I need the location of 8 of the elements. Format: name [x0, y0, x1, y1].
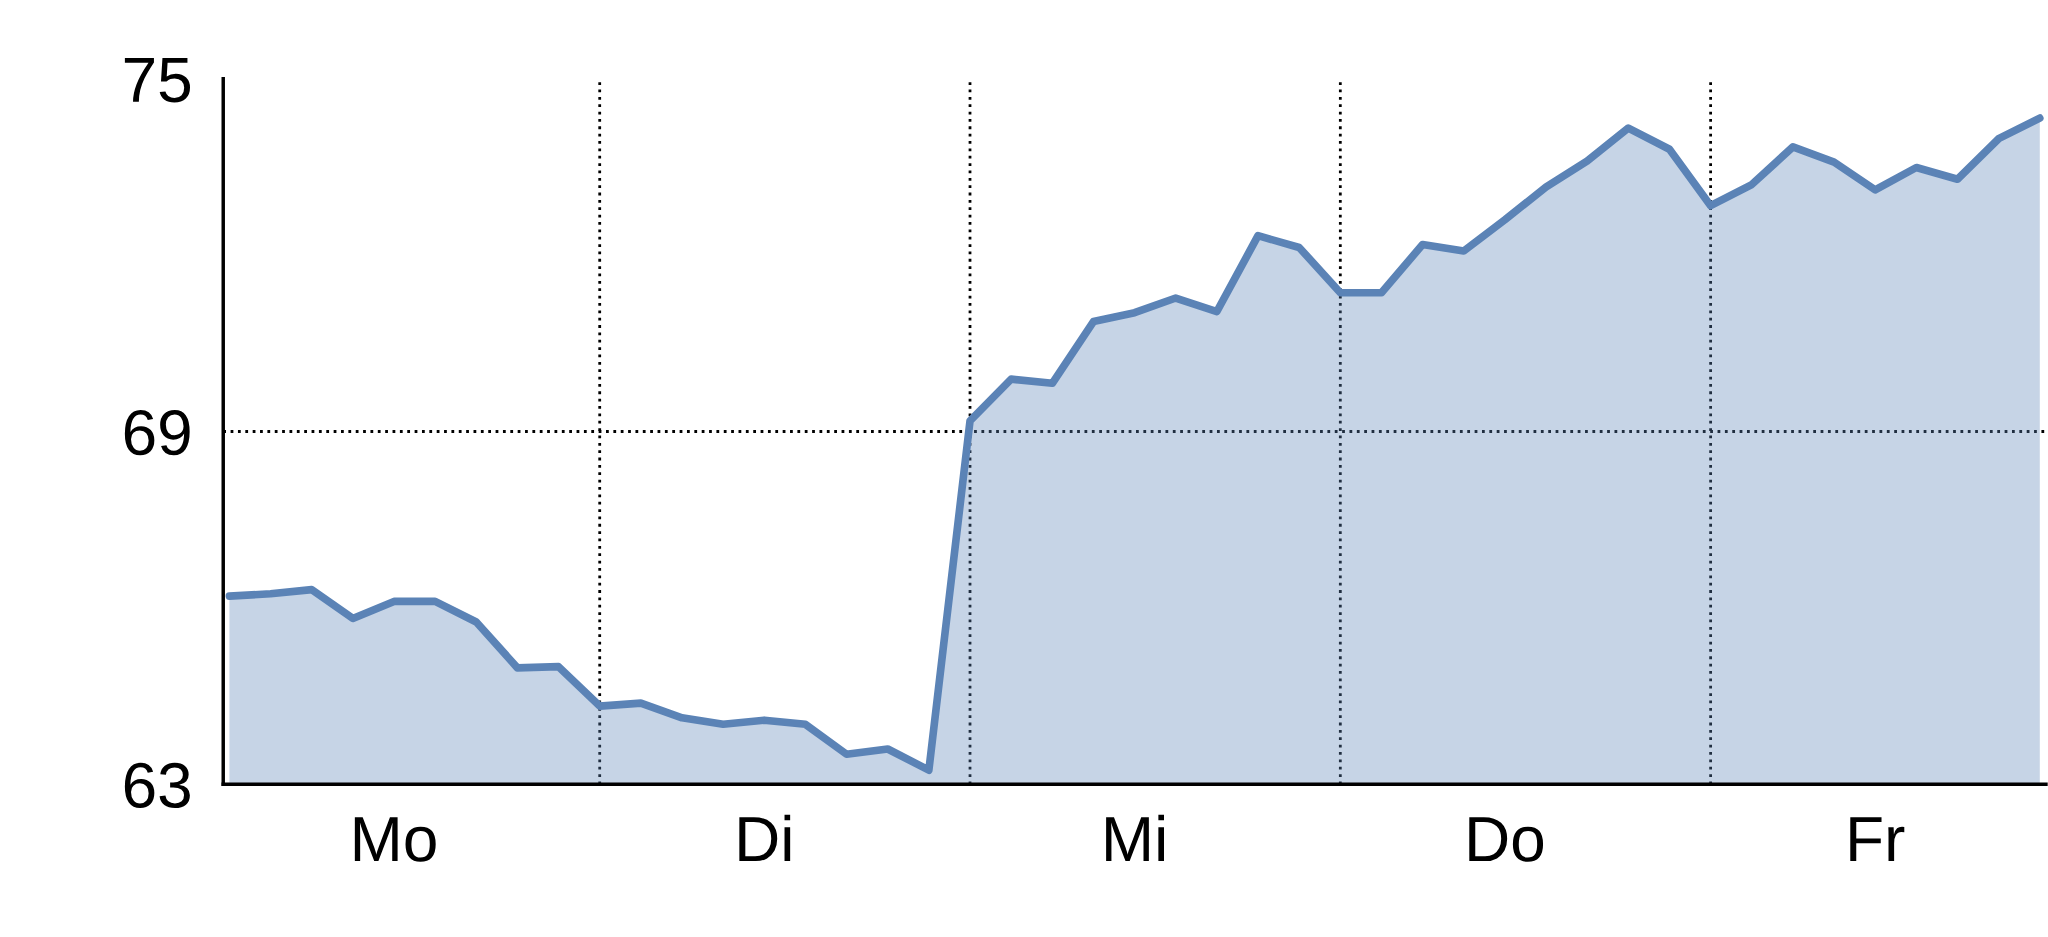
y-tick-label: 63	[124, 762, 190, 809]
y-tick-label: 75	[124, 57, 190, 103]
x-tick-label: Mi	[1106, 814, 1164, 862]
x-tick-label: Di	[739, 814, 791, 862]
y-tick-label: 69	[124, 410, 190, 456]
x-tick-label: Mo	[354, 817, 436, 862]
x-tick-label: Fr	[1850, 817, 1905, 862]
x-tick-label: Do	[1469, 817, 1544, 862]
